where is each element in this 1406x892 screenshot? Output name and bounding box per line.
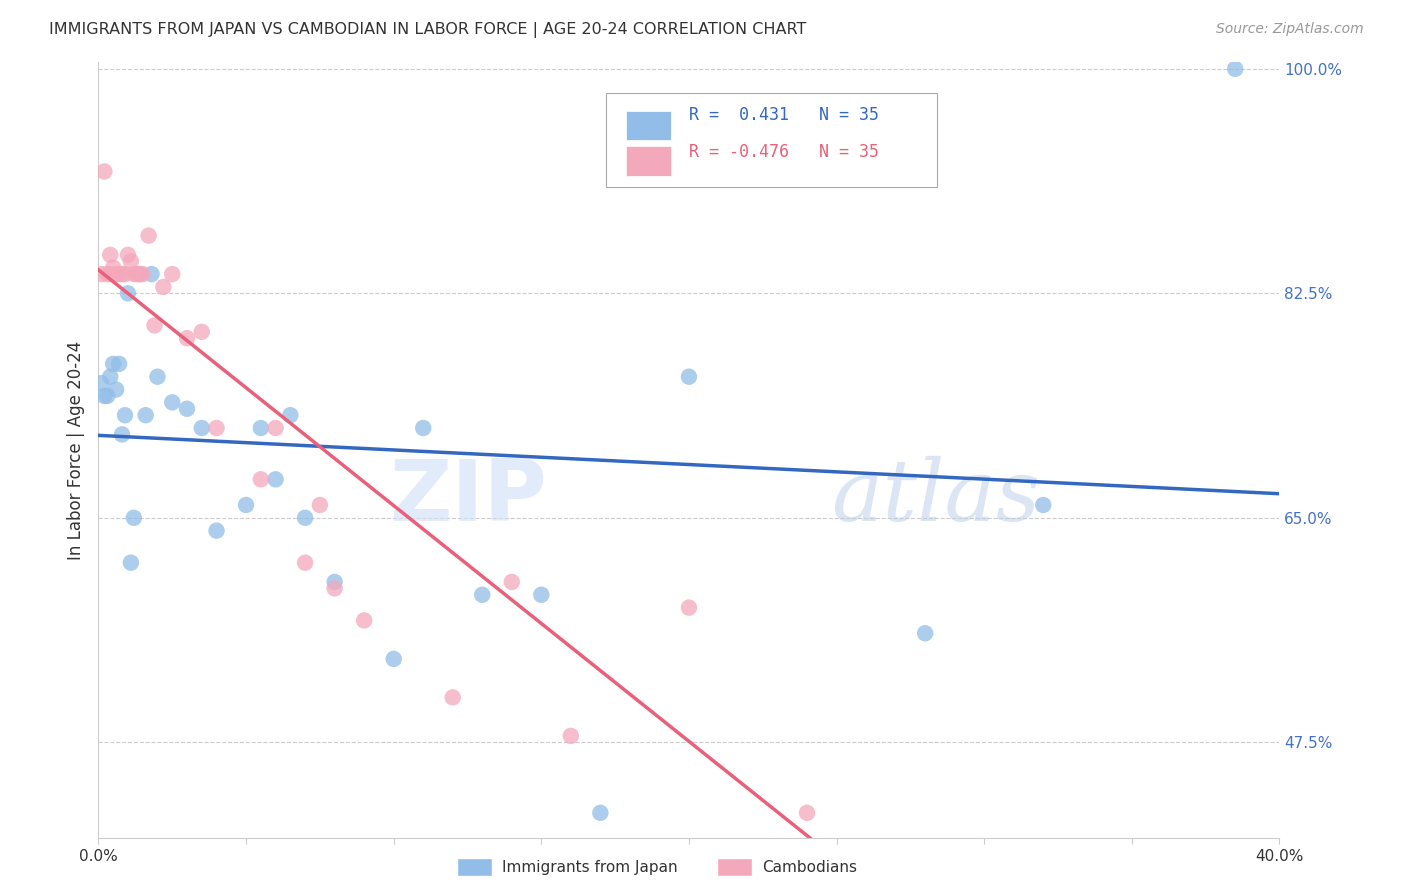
Point: [1032, 498, 1054, 512]
Point: [796, 805, 818, 820]
Text: R =  0.431   N = 35: R = 0.431 N = 35: [689, 106, 879, 124]
Point: [122, 267, 145, 281]
Point: [914, 626, 936, 640]
Point: [294, 510, 316, 524]
Point: [146, 369, 169, 384]
Point: [205, 524, 228, 538]
Point: [141, 267, 163, 281]
Point: [138, 228, 160, 243]
Point: [250, 421, 273, 435]
Point: [250, 472, 273, 486]
Point: [191, 421, 214, 435]
Point: [280, 408, 302, 422]
Point: [103, 357, 125, 371]
Text: IMMIGRANTS FROM JAPAN VS CAMBODIAN IN LABOR FORCE | AGE 20-24 CORRELATION CHART: IMMIGRANTS FROM JAPAN VS CAMBODIAN IN LA…: [49, 22, 807, 38]
Point: [235, 498, 257, 512]
Point: [111, 267, 134, 281]
Text: Cambodians: Cambodians: [762, 861, 858, 875]
Point: [117, 248, 139, 262]
Point: [353, 614, 375, 628]
Point: [120, 254, 142, 268]
Point: [382, 652, 405, 666]
Point: [105, 383, 128, 397]
Point: [98, 369, 121, 384]
Text: R = -0.476   N = 35: R = -0.476 N = 35: [689, 144, 879, 161]
Point: [176, 331, 198, 345]
Text: ZIP: ZIP: [389, 456, 547, 539]
Point: [90, 267, 112, 281]
Point: [117, 286, 139, 301]
Point: [264, 421, 287, 435]
Point: [96, 267, 118, 281]
Point: [135, 408, 157, 422]
Point: [128, 267, 150, 281]
Point: [114, 408, 136, 422]
FancyBboxPatch shape: [606, 94, 936, 186]
Point: [152, 280, 174, 294]
Point: [560, 729, 582, 743]
Point: [162, 395, 183, 409]
Text: Immigrants from Japan: Immigrants from Japan: [502, 861, 678, 875]
Point: [122, 510, 145, 524]
Point: [105, 267, 128, 281]
Point: [530, 588, 553, 602]
Point: [1225, 62, 1247, 76]
Point: [678, 600, 700, 615]
Text: Source: ZipAtlas.com: Source: ZipAtlas.com: [1216, 22, 1364, 37]
Point: [589, 805, 612, 820]
Point: [973, 857, 995, 871]
Text: atlas: atlas: [831, 456, 1040, 539]
Y-axis label: In Labor Force | Age 20-24: In Labor Force | Age 20-24: [66, 341, 84, 560]
Point: [264, 472, 287, 486]
Point: [103, 260, 125, 275]
Point: [176, 401, 198, 416]
Point: [132, 267, 155, 281]
Point: [441, 690, 464, 705]
Point: [93, 389, 115, 403]
Point: [191, 325, 214, 339]
Point: [323, 582, 346, 596]
Point: [323, 574, 346, 589]
Point: [205, 421, 228, 435]
Point: [108, 357, 131, 371]
Point: [120, 556, 142, 570]
Point: [90, 376, 112, 391]
Point: [309, 498, 332, 512]
FancyBboxPatch shape: [626, 146, 671, 176]
Point: [108, 267, 131, 281]
Point: [98, 267, 121, 281]
Point: [128, 267, 150, 281]
FancyBboxPatch shape: [626, 111, 671, 140]
Point: [93, 164, 115, 178]
Point: [294, 556, 316, 570]
Point: [678, 369, 700, 384]
Point: [471, 588, 494, 602]
Point: [143, 318, 166, 333]
Point: [125, 267, 148, 281]
Point: [162, 267, 183, 281]
Point: [96, 389, 118, 403]
Point: [114, 267, 136, 281]
Point: [501, 574, 523, 589]
Point: [111, 427, 134, 442]
Point: [412, 421, 434, 435]
Point: [98, 248, 121, 262]
